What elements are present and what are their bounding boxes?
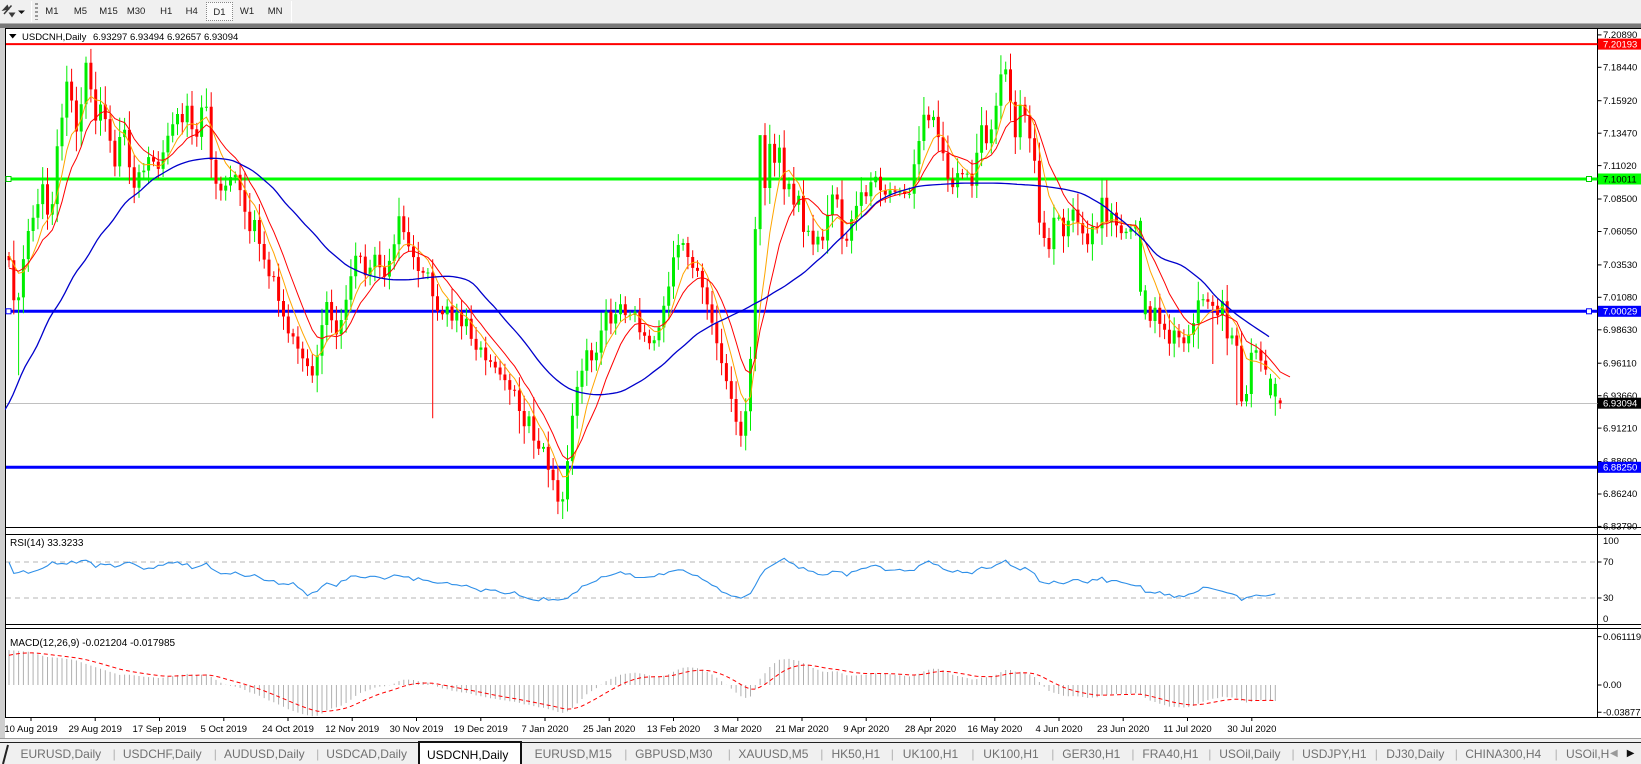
svg-text:21 Mar 2020: 21 Mar 2020 <box>775 724 828 735</box>
svg-text:13 Feb 2020: 13 Feb 2020 <box>647 724 700 735</box>
svg-text:7.11020: 7.11020 <box>1603 161 1637 172</box>
svg-text:30 Jul 2020: 30 Jul 2020 <box>1227 724 1276 735</box>
svg-text:100: 100 <box>1603 536 1619 547</box>
svg-text:29 Aug 2019: 29 Aug 2019 <box>69 724 122 735</box>
svg-text:25 Jan 2020: 25 Jan 2020 <box>583 724 635 735</box>
svg-text:6.88250: 6.88250 <box>1603 463 1637 474</box>
svg-text:30: 30 <box>1603 593 1614 604</box>
svg-text:0.061119: 0.061119 <box>1603 632 1641 643</box>
svg-text:6.91210: 6.91210 <box>1603 423 1637 434</box>
svg-text:7.20890: 7.20890 <box>1603 30 1637 41</box>
svg-text:6.93094: 6.93094 <box>1603 399 1637 410</box>
svg-text:7.03530: 7.03530 <box>1603 260 1637 271</box>
svg-text:3 Mar 2020: 3 Mar 2020 <box>714 724 762 735</box>
svg-text:0.00: 0.00 <box>1603 680 1622 691</box>
svg-text:7.08500: 7.08500 <box>1603 194 1637 205</box>
svg-text:MACD(12,26,9) -0.021204 -0.017: MACD(12,26,9) -0.021204 -0.017985 <box>10 638 176 649</box>
svg-text:6.93297 6.93494 6.92657 6.9309: 6.93297 6.93494 6.92657 6.93094 <box>93 32 238 43</box>
svg-text:28 Apr 2020: 28 Apr 2020 <box>905 724 956 735</box>
svg-text:6.96110: 6.96110 <box>1603 358 1637 369</box>
svg-text:17 Sep 2019: 17 Sep 2019 <box>133 724 187 735</box>
svg-text:7.18440: 7.18440 <box>1603 63 1637 74</box>
svg-text:9 Apr 2020: 9 Apr 2020 <box>843 724 889 735</box>
svg-text:7 Jan 2020: 7 Jan 2020 <box>521 724 568 735</box>
svg-text:30 Nov 2019: 30 Nov 2019 <box>390 724 444 735</box>
svg-text:7.15920: 7.15920 <box>1603 96 1637 107</box>
svg-text:5 Oct 2019: 5 Oct 2019 <box>201 724 247 735</box>
svg-text:4 Jun 2020: 4 Jun 2020 <box>1035 724 1082 735</box>
svg-text:70: 70 <box>1603 557 1614 568</box>
svg-text:6.83790: 6.83790 <box>1603 522 1637 533</box>
svg-text:23 Jun 2020: 23 Jun 2020 <box>1097 724 1149 735</box>
svg-text:USDCNH,Daily: USDCNH,Daily <box>22 32 87 43</box>
svg-text:6.98630: 6.98630 <box>1603 325 1637 336</box>
svg-text:24 Oct 2019: 24 Oct 2019 <box>262 724 314 735</box>
svg-text:16 May 2020: 16 May 2020 <box>967 724 1022 735</box>
svg-text:7.13470: 7.13470 <box>1603 128 1637 139</box>
svg-text:6.86240: 6.86240 <box>1603 489 1637 500</box>
svg-text:7.20193: 7.20193 <box>1603 40 1637 51</box>
svg-text:7.01080: 7.01080 <box>1603 293 1637 304</box>
svg-text:11 Jul 2020: 11 Jul 2020 <box>1163 724 1211 735</box>
svg-text:12 Nov 2019: 12 Nov 2019 <box>325 724 379 735</box>
svg-text:19 Dec 2019: 19 Dec 2019 <box>454 724 508 735</box>
svg-text:6.93660: 6.93660 <box>1603 391 1637 402</box>
svg-text:10 Aug 2019: 10 Aug 2019 <box>4 724 57 735</box>
svg-text:0: 0 <box>1603 614 1608 625</box>
svg-text:7.00029: 7.00029 <box>1603 307 1637 318</box>
svg-text:7.10011: 7.10011 <box>1603 174 1637 185</box>
svg-text:RSI(14) 33.3233: RSI(14) 33.3233 <box>10 538 84 549</box>
svg-text:7.06050: 7.06050 <box>1603 227 1637 238</box>
